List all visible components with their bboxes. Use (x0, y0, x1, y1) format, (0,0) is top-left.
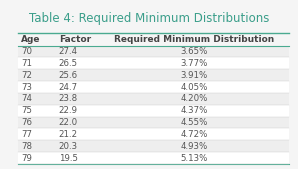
Text: Age: Age (21, 35, 40, 44)
Text: 3.77%: 3.77% (181, 59, 208, 68)
Text: 22.9: 22.9 (59, 106, 78, 115)
Text: 73: 73 (21, 82, 32, 92)
Text: 22.0: 22.0 (59, 118, 78, 127)
Text: 71: 71 (21, 59, 32, 68)
Text: 3.65%: 3.65% (181, 47, 208, 56)
Bar (18, 105, 289, 117)
Text: 19.5: 19.5 (59, 153, 78, 163)
Text: 4.93%: 4.93% (181, 142, 208, 151)
Bar (18, 81, 289, 93)
Text: 4.55%: 4.55% (181, 118, 208, 127)
Bar (18, 57, 289, 69)
Text: 4.37%: 4.37% (181, 106, 208, 115)
Text: 25.6: 25.6 (59, 71, 78, 80)
Bar (18, 69, 289, 81)
Text: Required Minimum Distribution: Required Minimum Distribution (114, 35, 274, 44)
Bar (18, 117, 289, 128)
Text: 79: 79 (21, 153, 32, 163)
Text: 3.91%: 3.91% (181, 71, 208, 80)
Text: 4.05%: 4.05% (181, 82, 208, 92)
Bar (18, 140, 289, 152)
Bar (18, 46, 289, 57)
Text: Table 4: Required Minimum Distributions: Table 4: Required Minimum Distributions (29, 12, 269, 25)
Text: 26.5: 26.5 (59, 59, 78, 68)
Bar (18, 93, 289, 105)
Text: 70: 70 (21, 47, 32, 56)
Text: 76: 76 (21, 118, 32, 127)
Text: 23.8: 23.8 (59, 94, 78, 103)
Bar (18, 152, 289, 164)
Bar (18, 128, 289, 140)
Text: 21.2: 21.2 (59, 130, 78, 139)
Text: 27.4: 27.4 (59, 47, 78, 56)
Text: 77: 77 (21, 130, 32, 139)
Text: 4.20%: 4.20% (181, 94, 208, 103)
Text: 75: 75 (21, 106, 32, 115)
Text: 20.3: 20.3 (59, 142, 78, 151)
Text: 74: 74 (21, 94, 32, 103)
Text: 4.72%: 4.72% (181, 130, 208, 139)
Text: 72: 72 (21, 71, 32, 80)
Text: Factor: Factor (59, 35, 91, 44)
Text: 5.13%: 5.13% (181, 153, 208, 163)
Text: 24.7: 24.7 (59, 82, 78, 92)
Text: 78: 78 (21, 142, 32, 151)
